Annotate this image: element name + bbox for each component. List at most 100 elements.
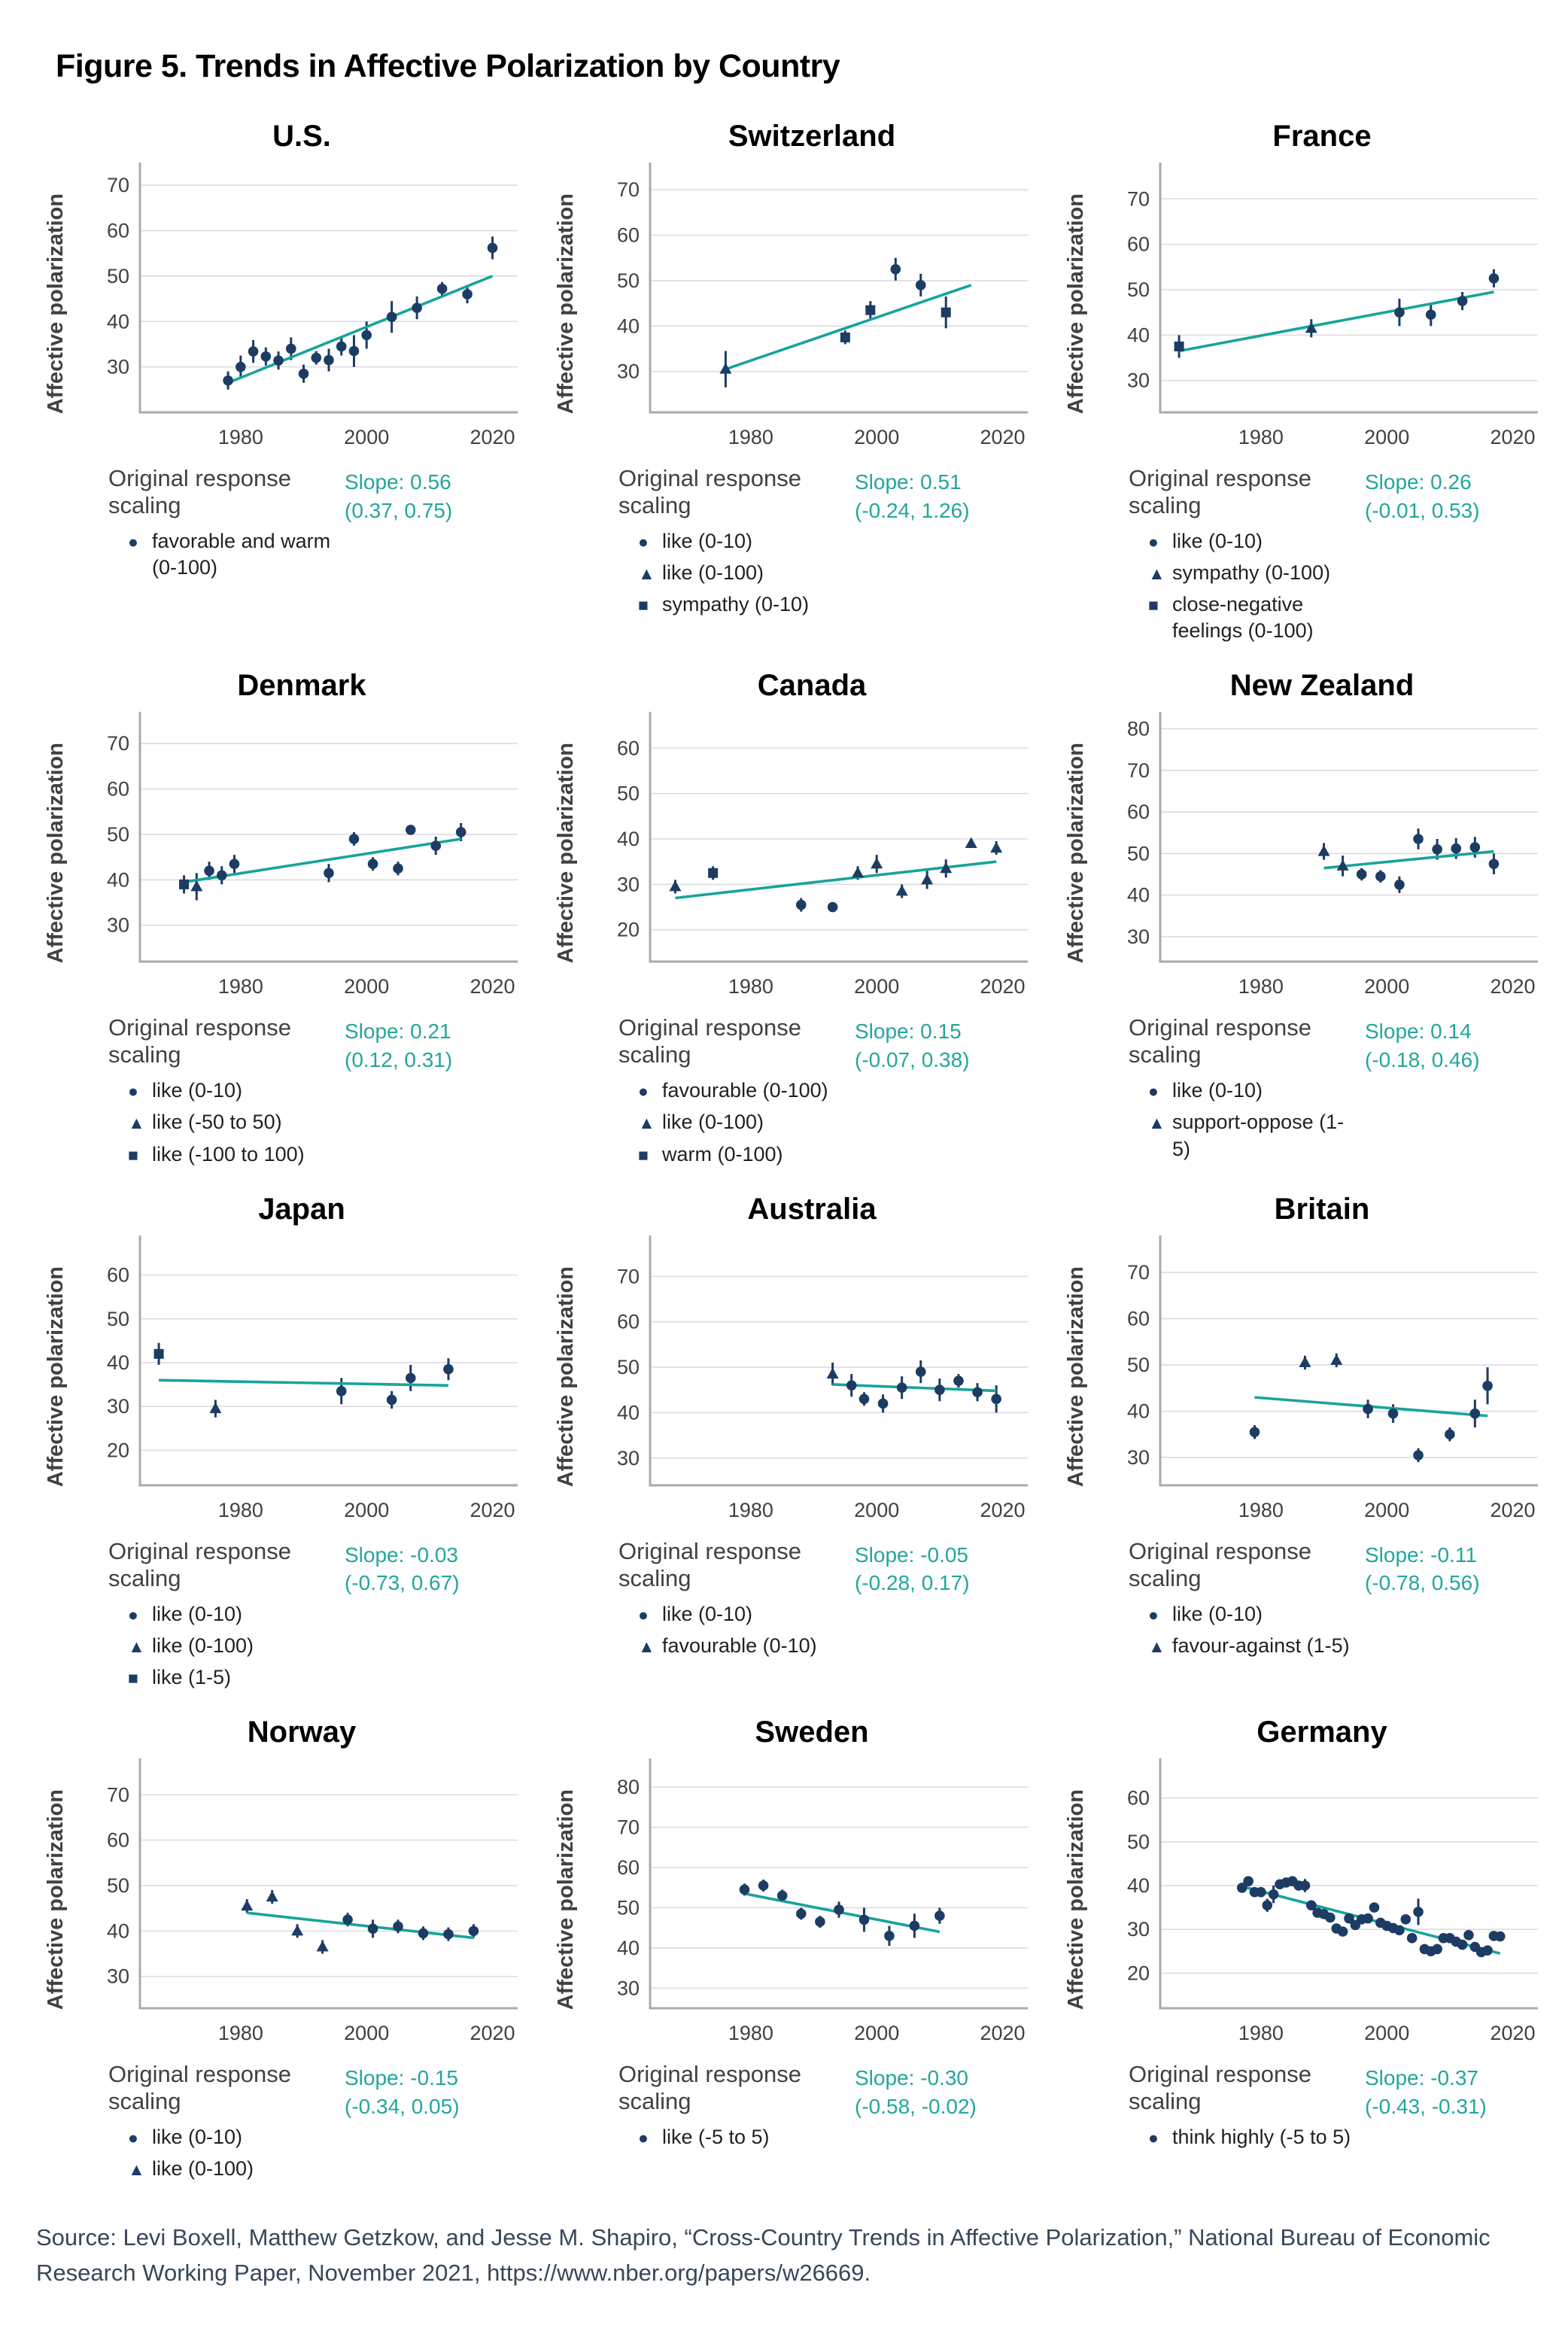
square-data-point bbox=[179, 880, 190, 890]
y-tick-label: 40 bbox=[617, 1401, 640, 1424]
y-axis-label-wrap: Affective polarization bbox=[36, 1716, 75, 2053]
panel-title: Japan bbox=[258, 1192, 345, 1226]
circle-data-point bbox=[1425, 309, 1436, 321]
square-marker-icon: ■ bbox=[128, 1144, 138, 1165]
triangle-data-point bbox=[719, 363, 732, 374]
circle-data-point bbox=[1482, 1380, 1493, 1391]
legend-items: ● like (0-10) ▲ favour-against (1-5) bbox=[1148, 1601, 1354, 1659]
legend-item: ● like (0-10) bbox=[1148, 1601, 1354, 1628]
x-tick-label: 2020 bbox=[1490, 1499, 1535, 1521]
y-tick-label: 30 bbox=[1127, 1446, 1150, 1469]
slope-ci: (-0.34, 0.05) bbox=[345, 2094, 460, 2118]
x-tick-label: 2020 bbox=[469, 975, 515, 998]
legend-item-label: like (-50 to 50) bbox=[152, 1111, 282, 1134]
circle-data-point bbox=[336, 1385, 347, 1397]
circle-data-point bbox=[896, 1382, 907, 1393]
x-tick-label: 1980 bbox=[1238, 1499, 1284, 1521]
y-tick-label: 40 bbox=[617, 315, 640, 337]
y-tick-label: 50 bbox=[107, 1874, 129, 1897]
legend-item: ● like (0-10) bbox=[1148, 1077, 1354, 1104]
x-tick-label: 2000 bbox=[854, 2022, 899, 2044]
circle-data-point bbox=[367, 1923, 378, 1934]
circle-data-point bbox=[972, 1387, 983, 1397]
y-axis-label: Affective polarization bbox=[43, 1266, 68, 1487]
circle-data-point bbox=[1400, 1913, 1412, 1925]
x-tick-label: 2000 bbox=[344, 2022, 389, 2044]
x-tick-label: 1980 bbox=[1238, 2022, 1284, 2044]
circle-data-point bbox=[1463, 1929, 1474, 1941]
slope-ci: (0.12, 0.31) bbox=[345, 1048, 453, 1072]
legend-item-label: like (0-10) bbox=[152, 1079, 243, 1102]
circle-data-point bbox=[776, 1890, 788, 1901]
y-tick-label: 30 bbox=[617, 874, 640, 896]
country-panel: Affective polarization Canada 20 30 40 50 60… bbox=[546, 669, 1038, 1172]
legend-title: Original response scaling bbox=[108, 1537, 291, 1591]
slope-value: Slope: -0.15 bbox=[345, 2065, 458, 2089]
legend-item: ● like (0-10) bbox=[638, 528, 844, 555]
circle-data-point bbox=[386, 312, 397, 323]
circle-data-point bbox=[1363, 1403, 1373, 1414]
x-tick-label: 2000 bbox=[854, 1499, 899, 1521]
legend-item-label: like (-100 to 100) bbox=[152, 1142, 305, 1166]
circle-data-point bbox=[336, 341, 347, 352]
x-tick-label: 2000 bbox=[344, 1499, 389, 1521]
circle-data-point bbox=[1344, 1913, 1354, 1924]
legend-row: Original response scaling ● like (0-10) ▲ f… bbox=[618, 1538, 1038, 1664]
circle-data-point bbox=[796, 900, 807, 910]
legend-items: ● favorable and warm (0-100) bbox=[128, 528, 334, 581]
y-tick-label: 40 bbox=[1127, 1400, 1150, 1422]
y-tick-label: 70 bbox=[1127, 187, 1150, 210]
plot-area: Affective polarization Sweden 30 40 50 60 70… bbox=[546, 1716, 1038, 2053]
legend-row: Original response scaling ● like (0-10) ▲ l… bbox=[618, 465, 1038, 623]
legend-item: ■ close-negative feelings (0-100) bbox=[1148, 591, 1354, 644]
y-tick-label: 30 bbox=[1127, 369, 1150, 392]
y-tick-label: 70 bbox=[107, 174, 129, 196]
x-tick-label: 2020 bbox=[980, 1499, 1025, 1521]
circle-data-point bbox=[1432, 1944, 1442, 1955]
y-tick-label: 50 bbox=[617, 1356, 640, 1378]
y-tick-label: 30 bbox=[617, 1446, 640, 1469]
legend-item-label: favorable and warm (0-100) bbox=[152, 530, 331, 579]
legend-item: ● like (0-10) bbox=[1148, 528, 1354, 555]
circle-data-point bbox=[1469, 842, 1481, 853]
circle-data-point bbox=[739, 1884, 750, 1895]
panel-title: France bbox=[1272, 120, 1372, 153]
legend-items: ● like (0-10) ▲ support-oppose (1-5) bbox=[1148, 1077, 1354, 1162]
circle-marker-icon: ● bbox=[638, 2127, 649, 2147]
square-data-point bbox=[153, 1348, 164, 1359]
plot-area: Affective polarization Denmark 30 40 50 60 7… bbox=[36, 669, 528, 1007]
x-tick-label: 2020 bbox=[980, 426, 1025, 448]
legend-items: ● like (0-10) ▲ like (0-100) ■ sympathy (0-10… bbox=[638, 528, 844, 618]
square-data-point bbox=[865, 305, 876, 315]
x-tick-label: 2020 bbox=[980, 2022, 1025, 2044]
legend-items: ● think highly (-5 to 5) bbox=[1148, 2124, 1354, 2150]
circle-data-point bbox=[348, 345, 360, 357]
legend-row: Original response scaling ● like (0-10) ▲ l… bbox=[108, 1014, 528, 1172]
circle-data-point bbox=[443, 1928, 454, 1940]
x-tick-label: 1980 bbox=[728, 426, 773, 448]
x-tick-label: 1980 bbox=[728, 2022, 773, 2044]
legend-items: ● like (0-10) ▲ like (0-100) bbox=[128, 2124, 334, 2182]
x-tick-label: 1980 bbox=[218, 426, 263, 448]
country-panel: Affective polarization Japan 20 30 40 50 60 1… bbox=[36, 1193, 528, 1696]
slope-value: Slope: 0.14 bbox=[1365, 1020, 1472, 1044]
country-panel: Affective polarization Sweden 30 40 50 60 70… bbox=[546, 1716, 1038, 2187]
circle-data-point bbox=[487, 242, 498, 254]
plot-area: Affective polarization Britain 30 40 50 60 7… bbox=[1056, 1193, 1548, 1530]
triangle-data-point bbox=[266, 1890, 278, 1902]
circle-marker-icon: ● bbox=[1148, 2127, 1159, 2147]
x-tick-label: 2000 bbox=[1364, 2022, 1409, 2044]
x-tick-label: 1980 bbox=[728, 975, 773, 998]
triangle-marker-icon: ▲ bbox=[128, 1636, 145, 1656]
y-axis-label-wrap: Affective polarization bbox=[36, 1193, 75, 1530]
legend-item-label: like (0-100) bbox=[662, 1111, 764, 1134]
triangle-data-point bbox=[852, 867, 865, 878]
triangle-marker-icon: ▲ bbox=[638, 1636, 655, 1656]
circle-data-point bbox=[1394, 307, 1405, 318]
x-tick-label: 2000 bbox=[344, 975, 389, 998]
circle-data-point bbox=[324, 868, 334, 879]
slope-annotation: Slope: 0.26 (-0.01, 0.53) bbox=[1365, 465, 1480, 525]
scatter-plot: 30 40 50 60 70 1980 2000 2020 bbox=[617, 163, 1028, 448]
y-tick-label: 40 bbox=[1127, 1874, 1150, 1897]
y-axis-label: Affective polarization bbox=[553, 743, 578, 964]
